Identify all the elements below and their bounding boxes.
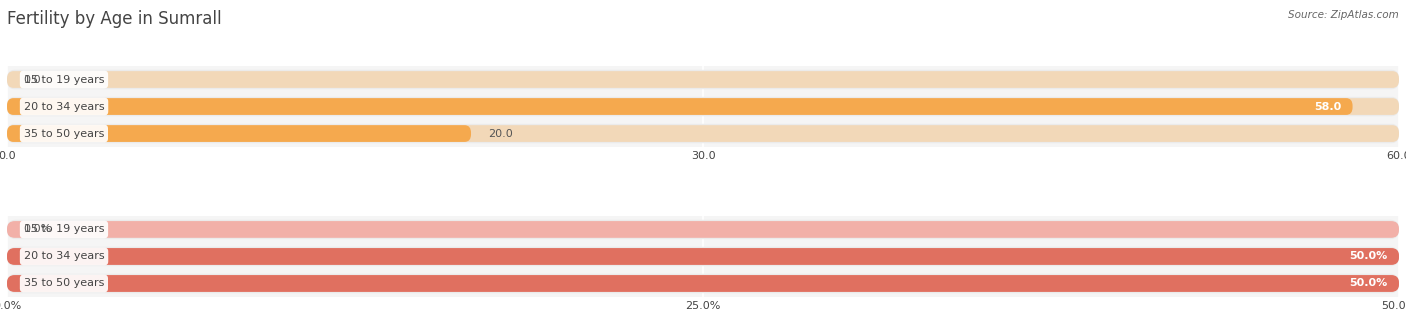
FancyBboxPatch shape (7, 220, 1399, 239)
FancyBboxPatch shape (7, 221, 1399, 238)
FancyBboxPatch shape (7, 98, 1399, 115)
Text: 15 to 19 years: 15 to 19 years (24, 75, 104, 84)
Text: 20.0: 20.0 (488, 129, 512, 139)
FancyBboxPatch shape (7, 125, 1399, 142)
FancyBboxPatch shape (7, 247, 1399, 266)
Text: 15 to 19 years: 15 to 19 years (24, 224, 104, 234)
Text: 50.0%: 50.0% (1350, 251, 1388, 261)
FancyBboxPatch shape (7, 274, 1399, 293)
Text: 58.0: 58.0 (1315, 102, 1341, 112)
Text: 0.0: 0.0 (24, 75, 41, 84)
FancyBboxPatch shape (7, 71, 1399, 88)
FancyBboxPatch shape (7, 248, 1399, 265)
FancyBboxPatch shape (7, 125, 471, 142)
FancyBboxPatch shape (7, 98, 1353, 115)
FancyBboxPatch shape (7, 275, 1399, 292)
FancyBboxPatch shape (7, 124, 1399, 143)
Text: 0.0%: 0.0% (24, 224, 52, 234)
Text: 35 to 50 years: 35 to 50 years (24, 129, 104, 139)
Text: 20 to 34 years: 20 to 34 years (24, 102, 104, 112)
Text: 35 to 50 years: 35 to 50 years (24, 279, 104, 288)
FancyBboxPatch shape (7, 275, 1399, 292)
Text: Source: ZipAtlas.com: Source: ZipAtlas.com (1288, 10, 1399, 20)
FancyBboxPatch shape (7, 97, 1399, 116)
FancyBboxPatch shape (7, 70, 1399, 89)
FancyBboxPatch shape (7, 248, 1399, 265)
Text: 20 to 34 years: 20 to 34 years (24, 251, 104, 261)
Text: Fertility by Age in Sumrall: Fertility by Age in Sumrall (7, 10, 222, 28)
Text: 50.0%: 50.0% (1350, 279, 1388, 288)
